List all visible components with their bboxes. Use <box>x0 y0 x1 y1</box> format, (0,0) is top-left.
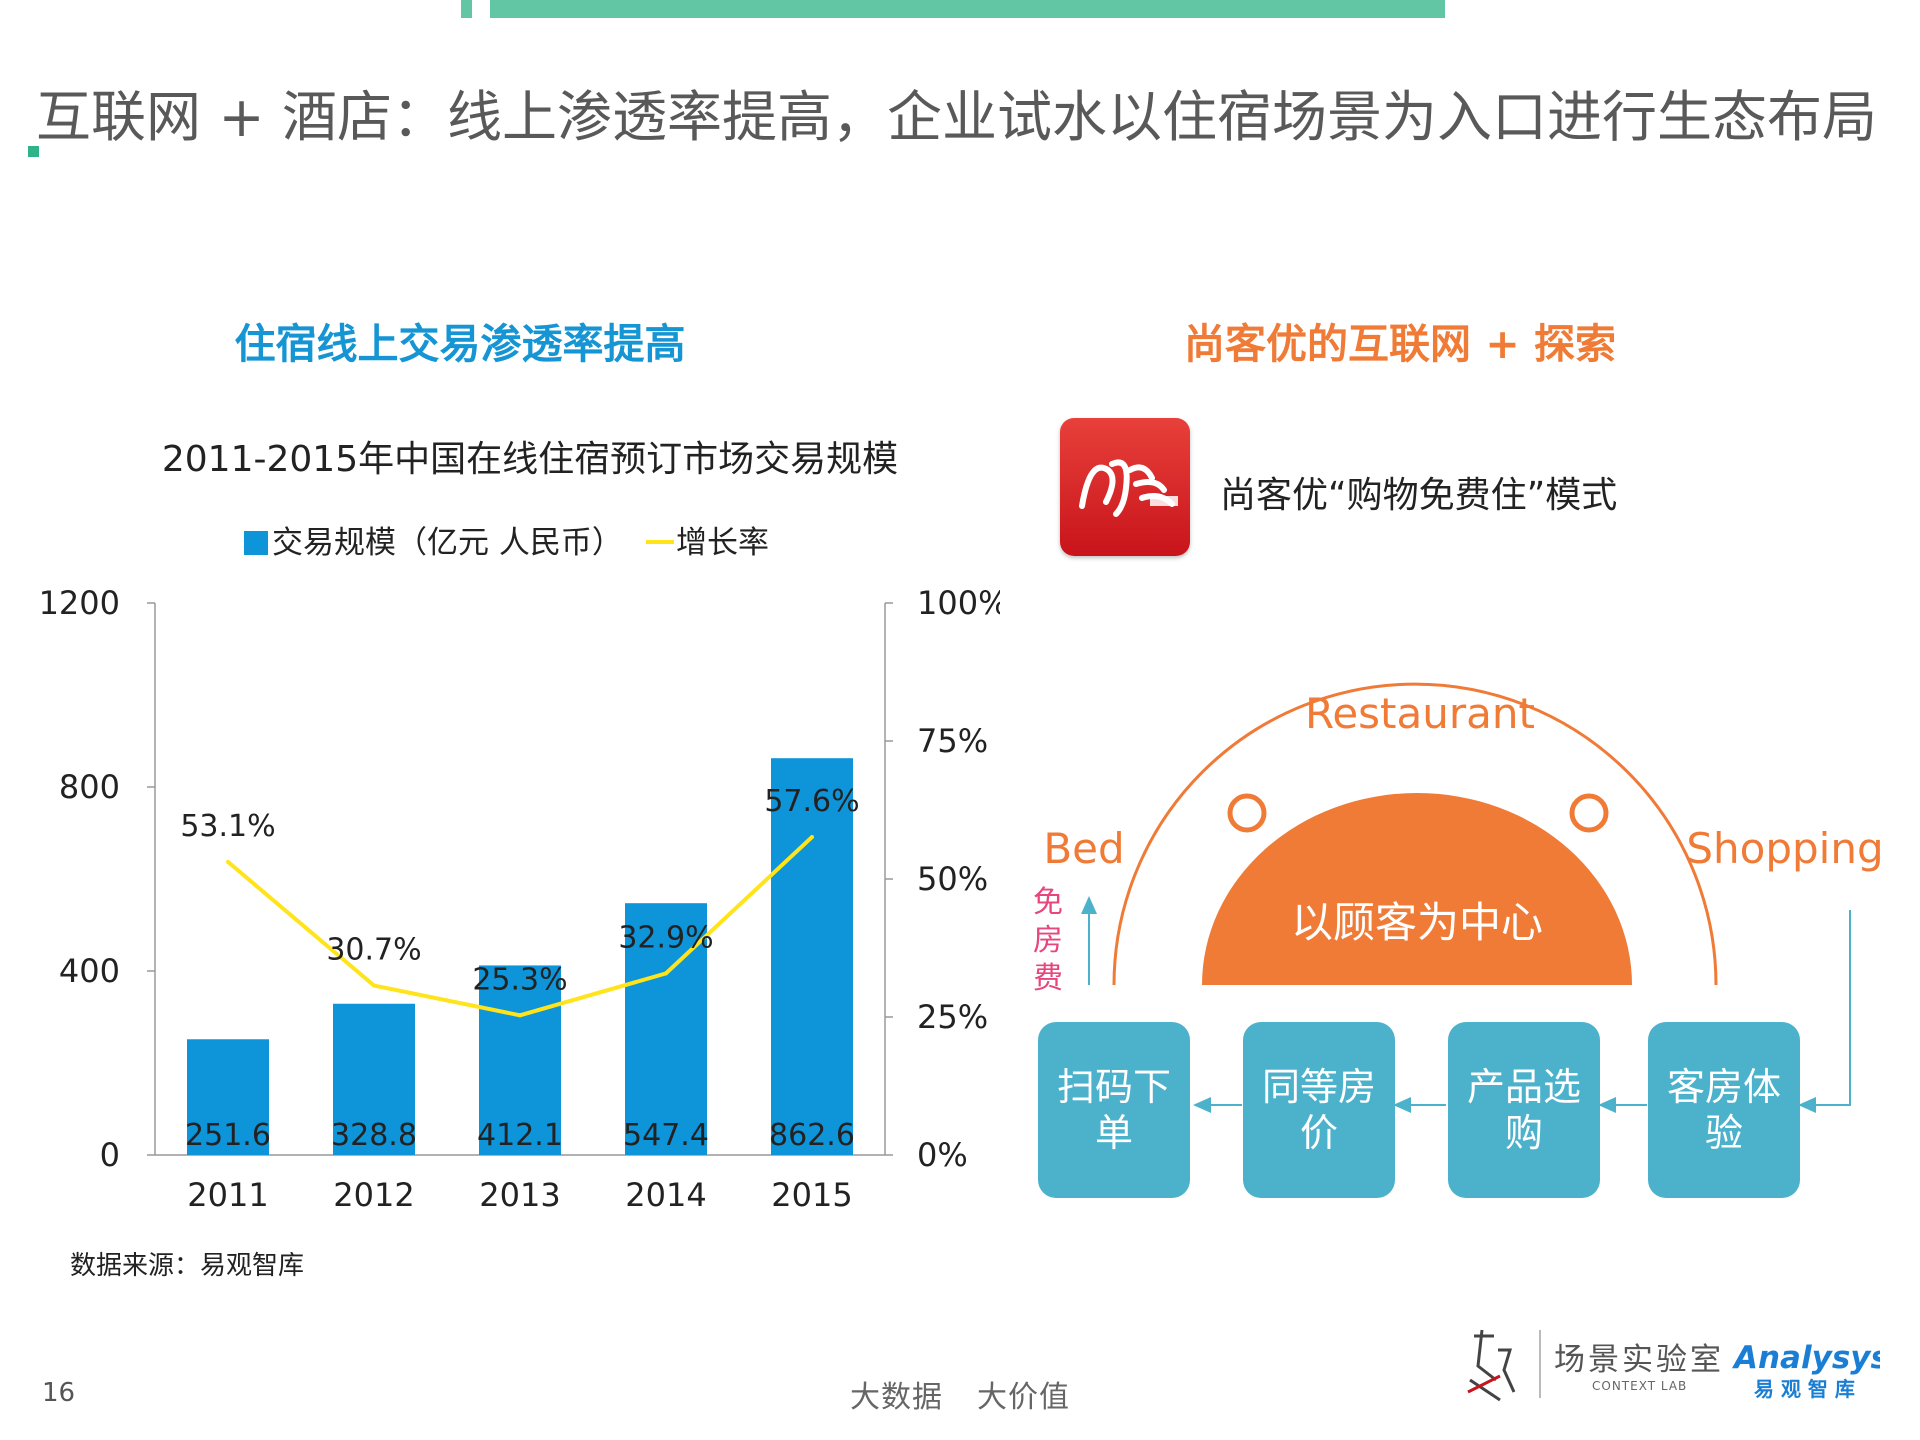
customer-centric-diagram: 以顾客为中心 Restaurant Bed Shopping 免 房 费 扫码下… <box>1033 682 1884 1198</box>
right-section-title: 尚客优的互联网 + 探索 <box>1184 320 1616 368</box>
right-axis-tick-label: 50% <box>917 860 988 898</box>
step-box-product-purchase: 产品选 购 <box>1448 1022 1600 1198</box>
right-axis-tick-label: 100% <box>917 584 1000 622</box>
growth-value-label: 53.1% <box>180 809 275 844</box>
step-3-line-1: 产品选 <box>1467 1065 1581 1109</box>
free-room-note-char-3: 费 <box>1033 961 1063 996</box>
return-arrow <box>1798 910 1851 1113</box>
x-axis-tick-label: 2014 <box>625 1176 706 1214</box>
growth-point <box>518 1013 522 1018</box>
step-1-line-2: 单 <box>1095 1111 1133 1155</box>
combo-chart: 交易规模（亿元 人民币） 增长率 0 400 800 1200 0% 25% 50% 75% 1… <box>39 525 1000 1214</box>
left-section-title: 住宿线上交易渗透率提高 <box>234 320 686 368</box>
step-box-same-price: 同等房 价 <box>1243 1022 1395 1198</box>
chart-legend: 交易规模（亿元 人民币） 增长率 <box>244 525 769 561</box>
context-lab-cn: 场景实验室 <box>1554 1342 1724 1378</box>
bar-value-label: 862.6 <box>769 1118 855 1153</box>
brand-logos: 场景实验室 CONTEXT LAB Analysys 易 观 智 库 <box>1467 1329 1880 1402</box>
shopping-label: Shopping <box>1686 824 1883 873</box>
step-box-scan-order: 扫码下 单 <box>1038 1022 1190 1198</box>
customer-center-dome <box>1202 793 1632 985</box>
growth-line-series <box>226 835 814 1018</box>
right-axis-tick-label: 25% <box>917 998 988 1036</box>
bar-value-label: 251.6 <box>185 1118 271 1153</box>
page-number: 16 <box>42 1378 76 1408</box>
arc-node-left <box>1227 793 1267 833</box>
left-axis-tick-label: 0 <box>100 1136 120 1174</box>
bar <box>333 1003 415 1155</box>
top-accent-bar-small <box>461 0 472 18</box>
step-4-line-2: 验 <box>1705 1111 1743 1155</box>
growth-point <box>664 971 668 976</box>
step-2-line-1: 同等房 <box>1262 1065 1376 1109</box>
chart-title: 2011-2015年中国在线住宿预订市场交易规模 <box>161 439 899 480</box>
step-2-line-2: 价 <box>1300 1111 1338 1155</box>
top-accent-bar <box>490 0 1445 18</box>
footer-slogan-part-1: 大数据 <box>850 1380 943 1415</box>
legend-swatch-bar <box>244 531 268 555</box>
growth-value-label: 25.3% <box>472 962 567 997</box>
bar-value-label: 328.8 <box>331 1118 417 1153</box>
context-lab-en: CONTEXT LAB <box>1592 1379 1687 1393</box>
bar-value-label: 412.1 <box>477 1118 563 1153</box>
bar <box>479 965 561 1155</box>
bar <box>187 1039 269 1155</box>
analysys-logo-text: Analysys <box>1731 1340 1880 1376</box>
calligraphy-logo-icon <box>1079 459 1178 517</box>
left-axis-tick-label: 400 <box>59 952 120 990</box>
footer-slogan: 大数据 大价值 <box>850 1372 1104 1416</box>
outer-arc <box>1112 682 1718 986</box>
step-3-line-2: 购 <box>1505 1111 1543 1155</box>
growth-value-label: 30.7% <box>326 933 421 968</box>
chart-axes: 0 400 800 1200 0% 25% 50% 75% 100% <box>39 584 1000 1174</box>
footer-slogan-part-2: 大价值 <box>977 1380 1070 1415</box>
left-axis-tick-label: 800 <box>59 768 120 806</box>
data-labels: 251.6 2011 328.8 2012 412.1 2013 547.4 2014 862.… <box>180 784 859 1214</box>
growth-point <box>226 859 230 864</box>
legend-label-bar: 交易规模（亿元 人民币） <box>272 525 623 561</box>
x-axis-tick-label: 2013 <box>479 1176 560 1214</box>
x-axis-tick-label: 2012 <box>333 1176 414 1214</box>
legend-label-line: 增长率 <box>676 525 769 561</box>
source-note: 数据来源：易观智库 <box>70 1251 305 1281</box>
growth-value-label: 32.9% <box>618 920 713 955</box>
growth-point <box>810 835 814 840</box>
free-room-note: 免 房 费 <box>1033 885 1063 996</box>
bar-series <box>187 758 853 1155</box>
step-1-line-1: 扫码下 <box>1057 1065 1171 1109</box>
growth-point <box>372 983 376 988</box>
bar-value-label: 547.4 <box>623 1118 709 1153</box>
free-room-note-char-2: 房 <box>1033 923 1063 958</box>
center-label: 以顾客为中心 <box>1291 898 1543 947</box>
step-box-room-experience: 客房体 验 <box>1648 1022 1800 1198</box>
shangkeyou-app-logo <box>1060 418 1190 556</box>
bar <box>771 758 853 1155</box>
model-description: 尚客优“购物免费住”模式 <box>1220 475 1618 516</box>
x-axis-tick-label: 2011 <box>187 1176 268 1214</box>
title-marker <box>28 146 39 157</box>
step-4-line-1: 客房体 <box>1667 1065 1781 1109</box>
right-axis-tick-label: 75% <box>917 722 988 760</box>
bed-label: Bed <box>1043 824 1124 873</box>
yijing-logo-icon <box>1467 1329 1516 1402</box>
restaurant-label: Restaurant <box>1305 689 1535 738</box>
growth-value-label: 57.6% <box>764 784 859 819</box>
analysys-logo-cn: 易 观 智 库 <box>1754 1377 1855 1401</box>
free-room-note-char-1: 免 <box>1033 885 1063 920</box>
left-axis-tick-label: 1200 <box>39 584 120 622</box>
right-axis-tick-label: 0% <box>917 1136 968 1174</box>
slide-title: 互联网 + 酒店：线上渗透率提高，企业试水以住宿场景为入口进行生态布局 <box>36 85 1878 149</box>
x-axis-tick-label: 2015 <box>771 1176 852 1214</box>
arc-node-right <box>1569 793 1609 833</box>
